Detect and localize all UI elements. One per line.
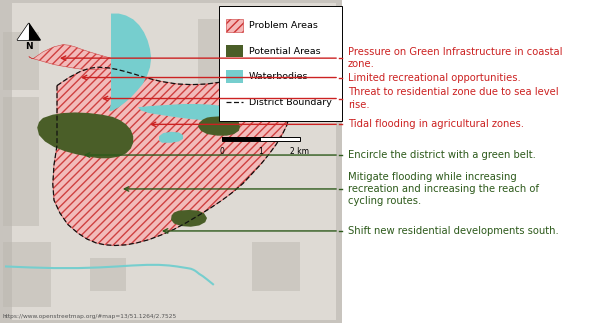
Bar [0,0,342,323]
Text: Encircle the district with a green belt.: Encircle the district with a green belt. [348,150,536,160]
Polygon shape [159,132,183,143]
Bar [222,137,261,141]
Text: Mitigate flooding while increasing
recreation and increasing the reach of
cyclin: Mitigate flooding while increasing recre… [348,172,539,206]
Text: Shift new residential developments south.: Shift new residential developments south… [348,226,559,236]
Polygon shape [198,116,240,136]
Bar [222,137,300,141]
Text: N: N [25,42,32,51]
Text: District Boundary: District Boundary [249,98,332,107]
Bar [264,26,324,90]
Bar [3,97,39,226]
Polygon shape [29,45,117,70]
Bar [12,3,336,320]
Text: 1: 1 [259,147,263,156]
Polygon shape [17,23,29,40]
Bar [198,19,252,90]
Text: 2 km: 2 km [290,147,310,156]
Text: 0: 0 [220,147,224,156]
Polygon shape [138,104,240,121]
FancyBboxPatch shape [219,6,342,121]
Text: Threat to residential zone due to sea level
rise.: Threat to residential zone due to sea le… [348,87,559,110]
Text: Problem Areas: Problem Areas [249,21,318,30]
Polygon shape [171,210,207,227]
Polygon shape [109,14,151,111]
Bar [261,137,300,141]
Bar [3,242,51,307]
Bar [252,242,300,291]
Text: https://www.openstreetmap.org/#map=13/51.1264/2.7525: https://www.openstreetmap.org/#map=13/51… [2,314,176,319]
Polygon shape [29,23,40,40]
Bar [226,70,243,83]
Bar [90,258,126,291]
Text: Pressure on Green Infrastructure in coastal
zone.: Pressure on Green Infrastructure in coas… [348,47,563,69]
Text: Waterbodies: Waterbodies [249,72,308,81]
Polygon shape [37,112,133,158]
Text: Limited recreational opportunities.: Limited recreational opportunities. [348,73,521,82]
Polygon shape [53,67,290,245]
Bar [226,45,243,57]
Text: Potential Areas: Potential Areas [249,47,320,56]
Bar [226,19,243,32]
Text: Tidal flooding in agricultural zones.: Tidal flooding in agricultural zones. [348,120,524,129]
Bar [3,32,39,90]
